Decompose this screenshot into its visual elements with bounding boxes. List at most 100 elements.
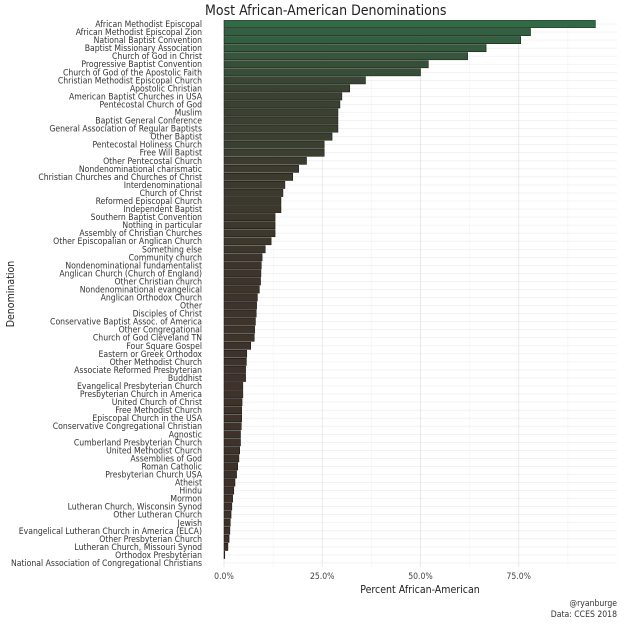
category-label: Pentecostal Church of God bbox=[99, 100, 202, 110]
category-label: Buddhist bbox=[168, 374, 202, 384]
bar bbox=[223, 116, 339, 125]
bar bbox=[223, 454, 240, 463]
bar bbox=[223, 390, 244, 398]
bars bbox=[223, 20, 596, 559]
category-label: Something else bbox=[142, 245, 202, 255]
x-tick-label: 0.0% bbox=[214, 572, 234, 582]
bar bbox=[223, 100, 341, 109]
category-label: Mormon bbox=[170, 495, 202, 505]
bar bbox=[223, 341, 251, 350]
category-label: Church of God Cleveland TN bbox=[93, 334, 202, 344]
category-label: General Association of Regular Baptists bbox=[49, 125, 202, 135]
bar bbox=[223, 309, 257, 318]
category-label: Other Methodist Church bbox=[110, 358, 203, 368]
category-label: Christian Methodist Episcopal Church bbox=[58, 76, 202, 86]
bar bbox=[223, 349, 248, 358]
category-label: Church of God of the Apostolic Faith bbox=[63, 68, 202, 78]
bar bbox=[223, 534, 230, 543]
category-label: Jewish bbox=[177, 519, 203, 529]
category-label: Episcopal Church in the USA bbox=[92, 414, 202, 424]
category-label: Other Christian church bbox=[114, 277, 202, 287]
category-label: Agnostic bbox=[169, 430, 202, 440]
bar bbox=[223, 36, 521, 44]
bar bbox=[223, 398, 243, 406]
bar bbox=[223, 374, 246, 382]
category-label: Presbyterian Church in America bbox=[80, 390, 202, 400]
category-label: Baptist General Conference bbox=[95, 117, 202, 127]
category-label: Orthodox Presbyterian bbox=[115, 551, 202, 561]
bar bbox=[223, 44, 487, 53]
category-label: Apostolic Christian bbox=[130, 84, 202, 94]
bar bbox=[223, 301, 257, 310]
bar bbox=[223, 221, 276, 229]
category-label: Other bbox=[180, 302, 203, 312]
x-axis-label: Percent African-American bbox=[360, 584, 480, 596]
x-tick-label: 25.0% bbox=[310, 572, 335, 582]
bar bbox=[223, 518, 231, 527]
bar bbox=[223, 317, 256, 326]
category-label: Pentecostal Holiness Church bbox=[92, 141, 202, 151]
category-label: Associate Reformed Presbyterian bbox=[74, 366, 202, 376]
bar bbox=[223, 446, 240, 455]
bar bbox=[223, 478, 236, 487]
bar bbox=[223, 422, 242, 431]
bar bbox=[223, 438, 241, 447]
category-label: Other Presbyterian Church bbox=[99, 535, 202, 545]
bar bbox=[223, 382, 244, 390]
category-label: Nothing in particular bbox=[122, 221, 202, 231]
bar bbox=[223, 156, 307, 165]
bar bbox=[223, 269, 262, 278]
category-label: Progressive Baptist Convention bbox=[81, 60, 202, 70]
category-label: Anglican Orthodox Church bbox=[101, 294, 203, 304]
category-label: Anglican Church (Church of England) bbox=[59, 269, 202, 279]
bar bbox=[223, 462, 239, 471]
bar bbox=[223, 510, 232, 519]
bar bbox=[223, 148, 325, 157]
category-label: National Baptist Convention bbox=[94, 36, 202, 46]
bar bbox=[223, 494, 233, 503]
bar bbox=[223, 543, 229, 551]
category-label: Cumberland Presbyterian Church bbox=[74, 438, 202, 448]
bar bbox=[223, 325, 255, 334]
bar bbox=[223, 366, 246, 374]
bar bbox=[223, 470, 237, 479]
category-label: Muslim bbox=[175, 109, 202, 119]
category-label: Eastern or Greek Orthodox bbox=[99, 350, 203, 360]
bar bbox=[223, 430, 241, 439]
category-label: Conservative Baptist Assoc. of America bbox=[50, 318, 202, 328]
bar bbox=[223, 197, 282, 205]
category-label: United Methodist Church bbox=[106, 446, 202, 456]
category-label: Southern Baptist Convention bbox=[91, 213, 202, 223]
bar bbox=[223, 261, 262, 270]
bar bbox=[223, 293, 258, 302]
category-label: Other Baptist bbox=[150, 133, 202, 143]
category-label: Church of Christ bbox=[140, 189, 202, 199]
category-label: Evangelical Lutheran Church in America (… bbox=[19, 527, 202, 537]
bar bbox=[223, 140, 325, 149]
category-label: Disciples of Christ bbox=[133, 310, 202, 320]
category-label: Assembly of Christian Churches bbox=[79, 229, 202, 239]
bar bbox=[223, 205, 282, 213]
category-label: Other Pentecostal Church bbox=[103, 157, 202, 167]
bar bbox=[223, 108, 339, 117]
category-label: Christian Churches and Churches of Chris… bbox=[38, 173, 202, 183]
bar bbox=[223, 526, 231, 535]
category-label: Roman Catholic bbox=[141, 462, 202, 472]
bar bbox=[223, 60, 429, 69]
category-label: Nondenominational charismatic bbox=[79, 165, 202, 175]
category-label: Lutheran Church, Wisconsin Synod bbox=[68, 503, 202, 513]
category-label: Community church bbox=[129, 253, 202, 263]
bar bbox=[223, 213, 276, 221]
x-tick-labels: 0.0% 25.0% 50.0% 75.0% bbox=[214, 572, 531, 582]
category-label: Free Methodist Church bbox=[115, 406, 202, 416]
x-tick-label: 75.0% bbox=[506, 572, 531, 582]
caption-source: Data: CCES 2018 bbox=[551, 610, 617, 620]
bar bbox=[223, 414, 242, 423]
bar bbox=[223, 551, 226, 559]
category-label: Interdenominational bbox=[124, 181, 202, 191]
category-label: Other Lutheran Church bbox=[113, 511, 202, 521]
category-label: Nondenominational fundamentalist bbox=[65, 261, 202, 271]
category-label: Free Will Baptist bbox=[140, 149, 202, 159]
